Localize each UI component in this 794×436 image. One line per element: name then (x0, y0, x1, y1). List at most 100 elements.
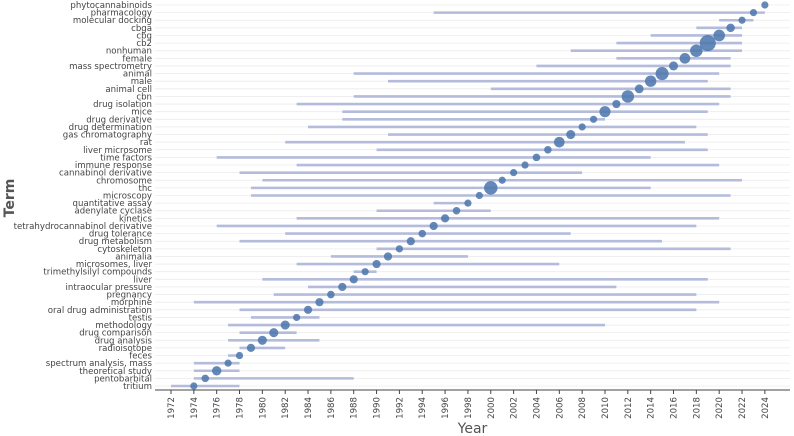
x-tick-label: 1994 (418, 397, 428, 419)
y-tick-label: oral drug administration (48, 306, 152, 316)
x-tick-label: 2002 (510, 397, 520, 419)
peak-point (544, 146, 552, 154)
peak-point (484, 181, 498, 195)
y-tick-label: molecular docking (73, 16, 152, 26)
y-tick-label: microsomes, liver (76, 260, 153, 270)
y-tick-label: drug isolation (93, 100, 152, 110)
peak-point (235, 351, 244, 360)
x-tick-label: 2014 (647, 397, 657, 419)
y-tick-label: rat (140, 138, 153, 148)
peak-point (668, 61, 679, 71)
x-tick-label: 2006 (555, 397, 565, 419)
y-tick-label: cytoskeleton (97, 245, 152, 255)
x-tick-label: 2000 (487, 397, 497, 419)
y-tick-label: thc (138, 184, 152, 194)
peak-point (246, 343, 256, 353)
x-tick-label: 2020 (715, 397, 725, 419)
x-tick-label: 1972 (167, 397, 177, 419)
y-tick-label: time factors (100, 153, 152, 163)
x-tick-label: 2004 (532, 397, 542, 419)
peak-points (190, 1, 769, 390)
peak-point (553, 136, 565, 148)
y-tick-label: nonhuman (106, 47, 152, 57)
y-tick-label: drug comparison (79, 329, 152, 339)
peak-point (761, 1, 769, 9)
peak-point (452, 206, 461, 215)
x-tick-label: 2018 (692, 397, 702, 419)
peak-point (612, 99, 621, 109)
peak-point (211, 366, 222, 376)
x-tick-label: 1980 (258, 397, 268, 419)
peak-point (303, 305, 313, 314)
y-tick-label: methodology (95, 321, 152, 331)
y-tick-label: immune response (75, 161, 152, 171)
peak-point (679, 53, 691, 64)
peak-point (521, 161, 529, 169)
y-tick-label: gas chromatography (63, 131, 152, 141)
y-tick-label: radioisotope (99, 344, 152, 354)
y-tick-label: cannabinol derivative (59, 169, 152, 179)
peak-point (190, 382, 198, 390)
y-tick-label: chromosome (96, 176, 152, 186)
peak-point (599, 106, 611, 118)
peak-point (395, 245, 404, 253)
y-tick-label: drug metabolism (79, 237, 152, 247)
peak-point (383, 252, 393, 261)
peak-point (406, 237, 415, 246)
peak-point (269, 328, 279, 338)
y-tick-label: trimethylsilyl compounds (43, 268, 152, 278)
y-tick-label: testis (129, 313, 153, 323)
peak-point (224, 359, 232, 367)
y-tick-label: theoretical study (79, 367, 152, 377)
peak-point (634, 84, 644, 94)
peak-point (713, 29, 725, 42)
x-ticks: 1972 1974 1976 1978 1980 1982 1984 1986 1988 1990… (167, 390, 771, 419)
x-tick-label: 1978 (236, 397, 246, 419)
y-tick-label: pentobarbital (94, 374, 152, 384)
peak-point (372, 259, 381, 269)
y-tick-label: cb2 (136, 39, 152, 49)
peak-point (655, 67, 669, 81)
y-tick-label: animal (123, 70, 152, 80)
peak-point (498, 176, 506, 184)
range-bars (170, 11, 765, 388)
x-tick-label: 2008 (578, 397, 588, 419)
y-tick-label: intraocular pressure (66, 283, 152, 293)
y-tick-label: animal cell (105, 85, 152, 95)
y-tick-label: pharmacology (91, 9, 152, 19)
peak-point (532, 153, 541, 162)
x-tick-label: 2010 (601, 397, 611, 419)
x-tick-label: 2016 (670, 397, 680, 419)
peak-point (726, 23, 735, 33)
y-tick-label: phytocannabinoids (70, 1, 152, 11)
y-tick-label: animalia (115, 252, 152, 262)
peak-point (464, 199, 472, 207)
y-tick-label: mass spectrometry (69, 62, 152, 72)
y-tick-label: cbga (131, 24, 152, 34)
y-tick-label: liver microsome (83, 146, 152, 156)
peak-point (293, 313, 301, 322)
y-tick-label: kinetics (119, 214, 153, 224)
y-tick-label: cbn (136, 92, 152, 102)
x-tick-label: 1990 (373, 397, 383, 419)
peak-point (578, 123, 586, 131)
y-tick-label: feces (129, 352, 152, 362)
peak-point (644, 75, 657, 87)
y-tick-label: spectrum analysis, mass (46, 359, 153, 369)
peak-point (440, 214, 450, 223)
peak-point (349, 275, 358, 284)
y-tick-label: microscopy (103, 192, 152, 202)
x-tick-label: 2024 (761, 397, 771, 419)
peak-point (621, 90, 635, 103)
x-tick-label: 1982 (281, 397, 291, 419)
y-tick-label: male (131, 77, 152, 87)
peak-point (738, 16, 746, 24)
peak-point (361, 268, 369, 276)
y-tick-label: liver (133, 275, 152, 285)
peak-point (327, 290, 335, 299)
peak-point (257, 335, 267, 345)
peak-point (749, 9, 758, 17)
y-tick-label: tetrahydrocannabinol derivative (14, 222, 152, 232)
